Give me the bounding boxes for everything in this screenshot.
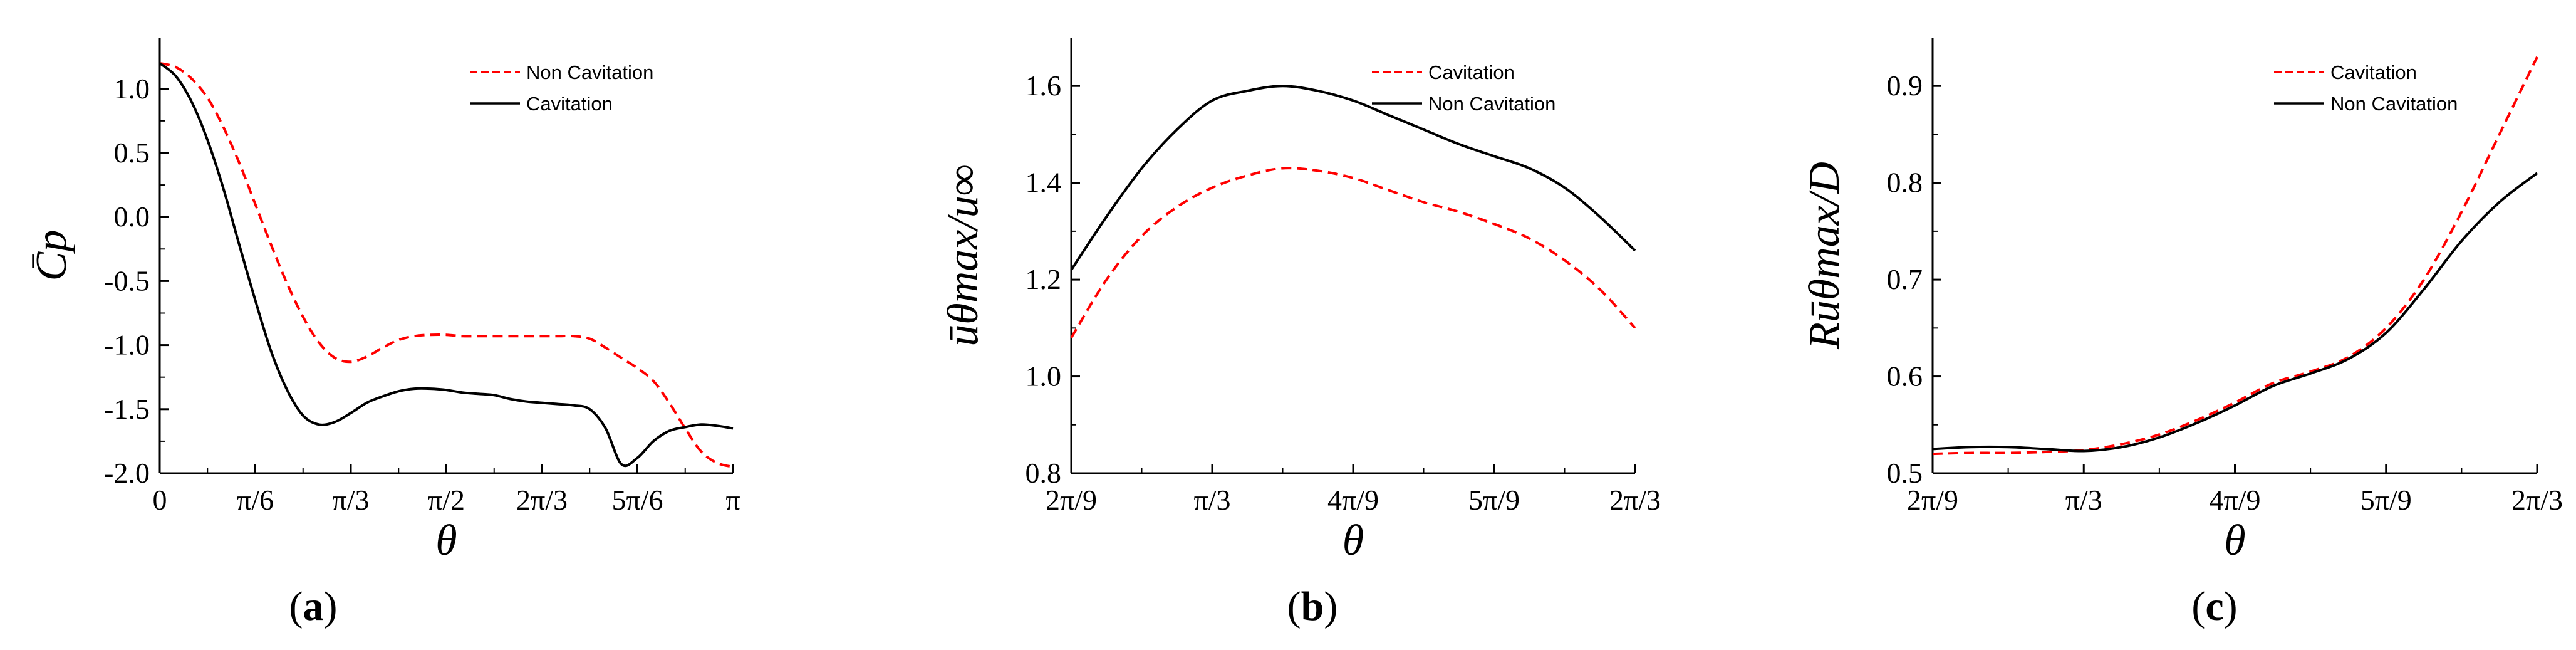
y-tick-label: 0.6 bbox=[1887, 360, 1923, 392]
x-axis-title: θ bbox=[435, 516, 457, 565]
x-axis-title: θ bbox=[2224, 516, 2245, 565]
y-tick-label: 0.5 bbox=[1887, 457, 1923, 489]
x-tick-label: 5π/9 bbox=[2360, 484, 2412, 516]
y-tick-label: 0.5 bbox=[114, 137, 150, 169]
x-tick-label: 4π/9 bbox=[2209, 484, 2260, 516]
caption-a: (a) bbox=[289, 584, 338, 629]
x-tick-label: 5π/9 bbox=[1468, 484, 1520, 516]
y-tick-label: 1.0 bbox=[1026, 360, 1062, 392]
y-axis-title: C̄p bbox=[28, 230, 76, 281]
legend-label: Non Cavitation bbox=[526, 61, 653, 83]
series-line-non-cavitation bbox=[1070, 85, 1636, 271]
y-tick-label: 0.8 bbox=[1026, 457, 1062, 489]
y-axis-title: ūθmax/u∞ bbox=[939, 164, 987, 346]
legend-label: Cavitation bbox=[526, 93, 613, 115]
y-tick-label: 0.8 bbox=[1887, 167, 1923, 199]
y-tick-label: 1.4 bbox=[1026, 167, 1062, 199]
x-tick-label: 2π/9 bbox=[1907, 484, 1958, 516]
chart-c-group: 2π/9 π/3 4π/9 5π/9 2π/3 0.5 0.6 0.7 0.8 0.9 θ Rūθma… bbox=[1800, 38, 2563, 565]
series-line-non-cavitation bbox=[159, 61, 734, 468]
y-tick-label: -2.0 bbox=[104, 457, 150, 489]
x-axis-title: θ bbox=[1343, 516, 1364, 565]
x-tick-label: π/6 bbox=[237, 484, 274, 516]
series-line-cavitation bbox=[158, 62, 734, 468]
series-line-cavitation bbox=[1070, 167, 1636, 338]
x-tick-label: 2π/9 bbox=[1046, 484, 1097, 516]
y-tick-label: 0.0 bbox=[114, 201, 150, 233]
chart-a-group: 0 π/6 π/3 π/2 2π/3 5π/6 π -2.0 -1.5 -1.0 -0.5 0.0 0.… bbox=[28, 38, 740, 565]
y-tick-label: 1.2 bbox=[1026, 263, 1062, 295]
y-tick-label: -1.5 bbox=[104, 393, 150, 425]
y-tick-label: 1.0 bbox=[114, 73, 150, 105]
x-tick-label: 0 bbox=[153, 484, 167, 516]
legend-label: Non Cavitation bbox=[2330, 93, 2458, 115]
x-tick-label: 4π/9 bbox=[1327, 484, 1379, 516]
x-tick-label: 5π/6 bbox=[611, 484, 663, 516]
caption-c: (c) bbox=[2191, 584, 2238, 629]
x-tick-label: π/2 bbox=[428, 484, 465, 516]
x-tick-label: 2π/3 bbox=[516, 484, 568, 516]
x-tick-label: 2π/3 bbox=[2511, 484, 2563, 516]
y-tick-label: 0.7 bbox=[1887, 263, 1923, 295]
series-line-non-cavitation bbox=[1932, 172, 2538, 453]
x-tick-label: π/3 bbox=[1193, 484, 1230, 516]
legend-label: Non Cavitation bbox=[1428, 93, 1555, 115]
y-tick-label: -0.5 bbox=[104, 265, 150, 296]
y-tick-label: 0.9 bbox=[1887, 70, 1923, 102]
y-tick-label: 1.6 bbox=[1026, 70, 1062, 102]
caption-b: (b) bbox=[1287, 584, 1338, 629]
y-axis-title: Rūθmax/D bbox=[1800, 162, 1849, 350]
x-tick-label: 2π/3 bbox=[1609, 484, 1661, 516]
y-tick-label: -1.0 bbox=[104, 329, 150, 361]
legend-label: Cavitation bbox=[1428, 61, 1515, 83]
chart-b-group: 2π/9 π/3 4π/9 5π/9 2π/3 0.8 1.0 1.2 1.4 1.6 θ ūθmax… bbox=[939, 38, 1661, 565]
x-tick-label: π/3 bbox=[332, 484, 369, 516]
x-tick-label: π bbox=[725, 484, 740, 516]
legend-label: Cavitation bbox=[2330, 61, 2417, 83]
series-line-cavitation bbox=[1932, 56, 2538, 456]
x-tick-label: π/3 bbox=[2065, 484, 2102, 516]
